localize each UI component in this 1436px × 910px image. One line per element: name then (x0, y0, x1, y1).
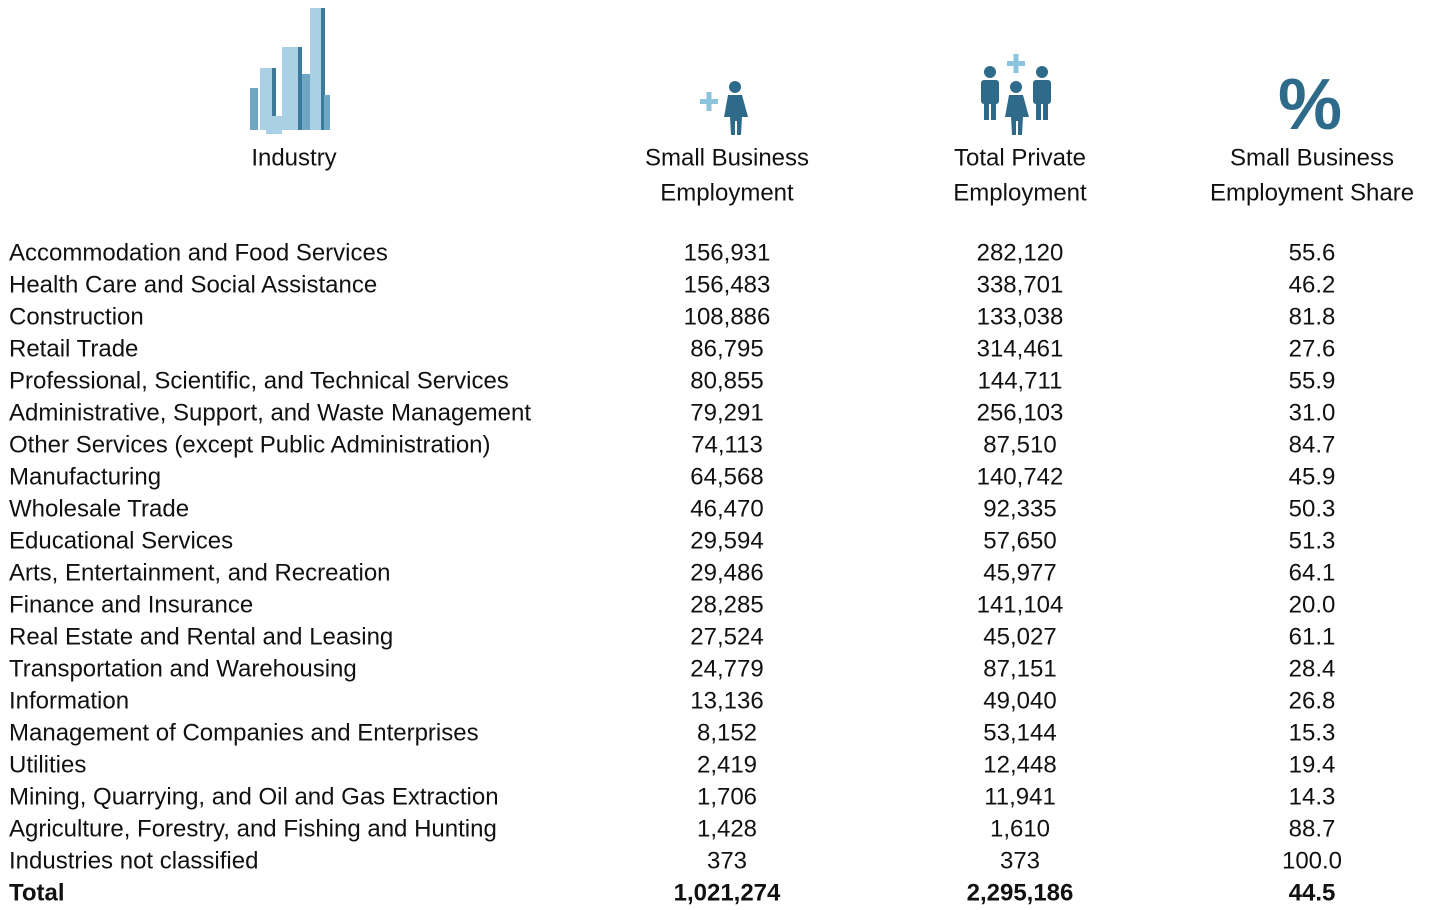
cell: 256,103 (977, 399, 1064, 426)
cell: 1,428 (697, 815, 757, 842)
cell: 282,120 (977, 239, 1064, 266)
row-label: Agriculture, Forestry, and Fishing and H… (9, 815, 497, 842)
cell: 19.4 (1289, 751, 1336, 778)
cell: 50.3 (1289, 495, 1336, 522)
cell: 29,486 (690, 559, 763, 586)
cell: 338,701 (977, 271, 1064, 298)
total-private-icon (981, 54, 1051, 135)
cell: 100.0 (1282, 847, 1342, 874)
cell: 87,510 (983, 431, 1056, 458)
cell: 46.2 (1289, 271, 1336, 298)
row-label: Manufacturing (9, 463, 161, 490)
cell: 24,779 (690, 655, 763, 682)
row-label: Retail Trade (9, 335, 138, 362)
cell: 46,470 (690, 495, 763, 522)
column-header: Small Business (1230, 144, 1394, 171)
cell: 29,594 (690, 527, 763, 554)
cell: 57,650 (983, 527, 1056, 554)
row-label: Transportation and Warehousing (9, 655, 357, 682)
row-label: Mining, Quarrying, and Oil and Gas Extra… (9, 783, 499, 810)
row-label: Construction (9, 303, 144, 330)
cell: 31.0 (1289, 399, 1336, 426)
cell: 64.1 (1289, 559, 1336, 586)
cell: 45.9 (1289, 463, 1336, 490)
cell: 133,038 (977, 303, 1064, 330)
cell: 14.3 (1289, 783, 1336, 810)
cell: 80,855 (690, 367, 763, 394)
row-label: Total (9, 879, 65, 906)
cell: 373 (1000, 847, 1040, 874)
cell: 64,568 (690, 463, 763, 490)
cell: 74,113 (691, 431, 763, 458)
cell: 1,021,274 (674, 879, 781, 906)
column-header: Employment Share (1210, 179, 1414, 206)
cell: 45,977 (983, 559, 1056, 586)
cell: 141,104 (977, 591, 1064, 618)
cell: 1,610 (990, 815, 1050, 842)
cell: 28.4 (1289, 655, 1336, 682)
cell: 55.6 (1289, 239, 1336, 266)
percent-icon: % (1278, 65, 1342, 145)
cell: 28,285 (690, 591, 763, 618)
cell: 45,027 (983, 623, 1056, 650)
cell: 15.3 (1289, 719, 1336, 746)
cell: 156,931 (684, 239, 771, 266)
cell: 84.7 (1289, 431, 1336, 458)
row-label: Information (9, 687, 129, 714)
cell: 55.9 (1289, 367, 1336, 394)
cell: 88.7 (1289, 815, 1336, 842)
cell: 27,524 (690, 623, 763, 650)
cell: 49,040 (983, 687, 1056, 714)
row-label: Educational Services (9, 527, 233, 554)
row-label: Health Care and Social Assistance (9, 271, 377, 298)
cell: 81.8 (1289, 303, 1336, 330)
row-label: Finance and Insurance (9, 591, 253, 618)
cell: 156,483 (684, 271, 771, 298)
cell: 140,742 (977, 463, 1064, 490)
cell: 2,419 (697, 751, 757, 778)
row-label: Professional, Scientific, and Technical … (9, 367, 509, 394)
column-header: Industry (251, 144, 336, 171)
cell: 144,711 (978, 367, 1063, 394)
row-label: Other Services (except Public Administra… (9, 431, 491, 458)
cell: 373 (707, 847, 747, 874)
cell: 8,152 (697, 719, 757, 746)
column-header: Small Business (645, 144, 809, 171)
industry-icon (250, 8, 330, 134)
row-label: Industries not classified (9, 847, 258, 874)
cell: 13,136 (690, 687, 763, 714)
cell: 20.0 (1289, 591, 1336, 618)
cell: 1,706 (697, 783, 757, 810)
cell: 86,795 (690, 335, 763, 362)
column-header: Employment (660, 179, 794, 206)
cell: 53,144 (983, 719, 1056, 746)
small-business-icon (700, 81, 748, 135)
cell: 44.5 (1289, 879, 1336, 906)
cell: 108,886 (684, 303, 771, 330)
column-header: Total Private (954, 144, 1086, 171)
cell: 11,941 (984, 783, 1056, 810)
row-label: Administrative, Support, and Waste Manag… (9, 399, 531, 426)
cell: 26.8 (1289, 687, 1336, 714)
cell: 87,151 (983, 655, 1056, 682)
cell: 79,291 (690, 399, 763, 426)
row-label: Management of Companies and Enterprises (9, 719, 479, 746)
column-header: Employment (953, 179, 1087, 206)
row-label: Wholesale Trade (9, 495, 189, 522)
cell: 12,448 (983, 751, 1056, 778)
row-label: Arts, Entertainment, and Recreation (9, 559, 391, 586)
cell: 2,295,186 (967, 879, 1074, 906)
row-label: Accommodation and Food Services (9, 239, 388, 266)
cell: 92,335 (983, 495, 1056, 522)
row-label: Utilities (9, 751, 86, 778)
cell: 61.1 (1289, 623, 1336, 650)
row-label: Real Estate and Rental and Leasing (9, 623, 393, 650)
cell: 51.3 (1289, 527, 1336, 554)
cell: 314,461 (977, 335, 1064, 362)
cell: 27.6 (1289, 335, 1336, 362)
